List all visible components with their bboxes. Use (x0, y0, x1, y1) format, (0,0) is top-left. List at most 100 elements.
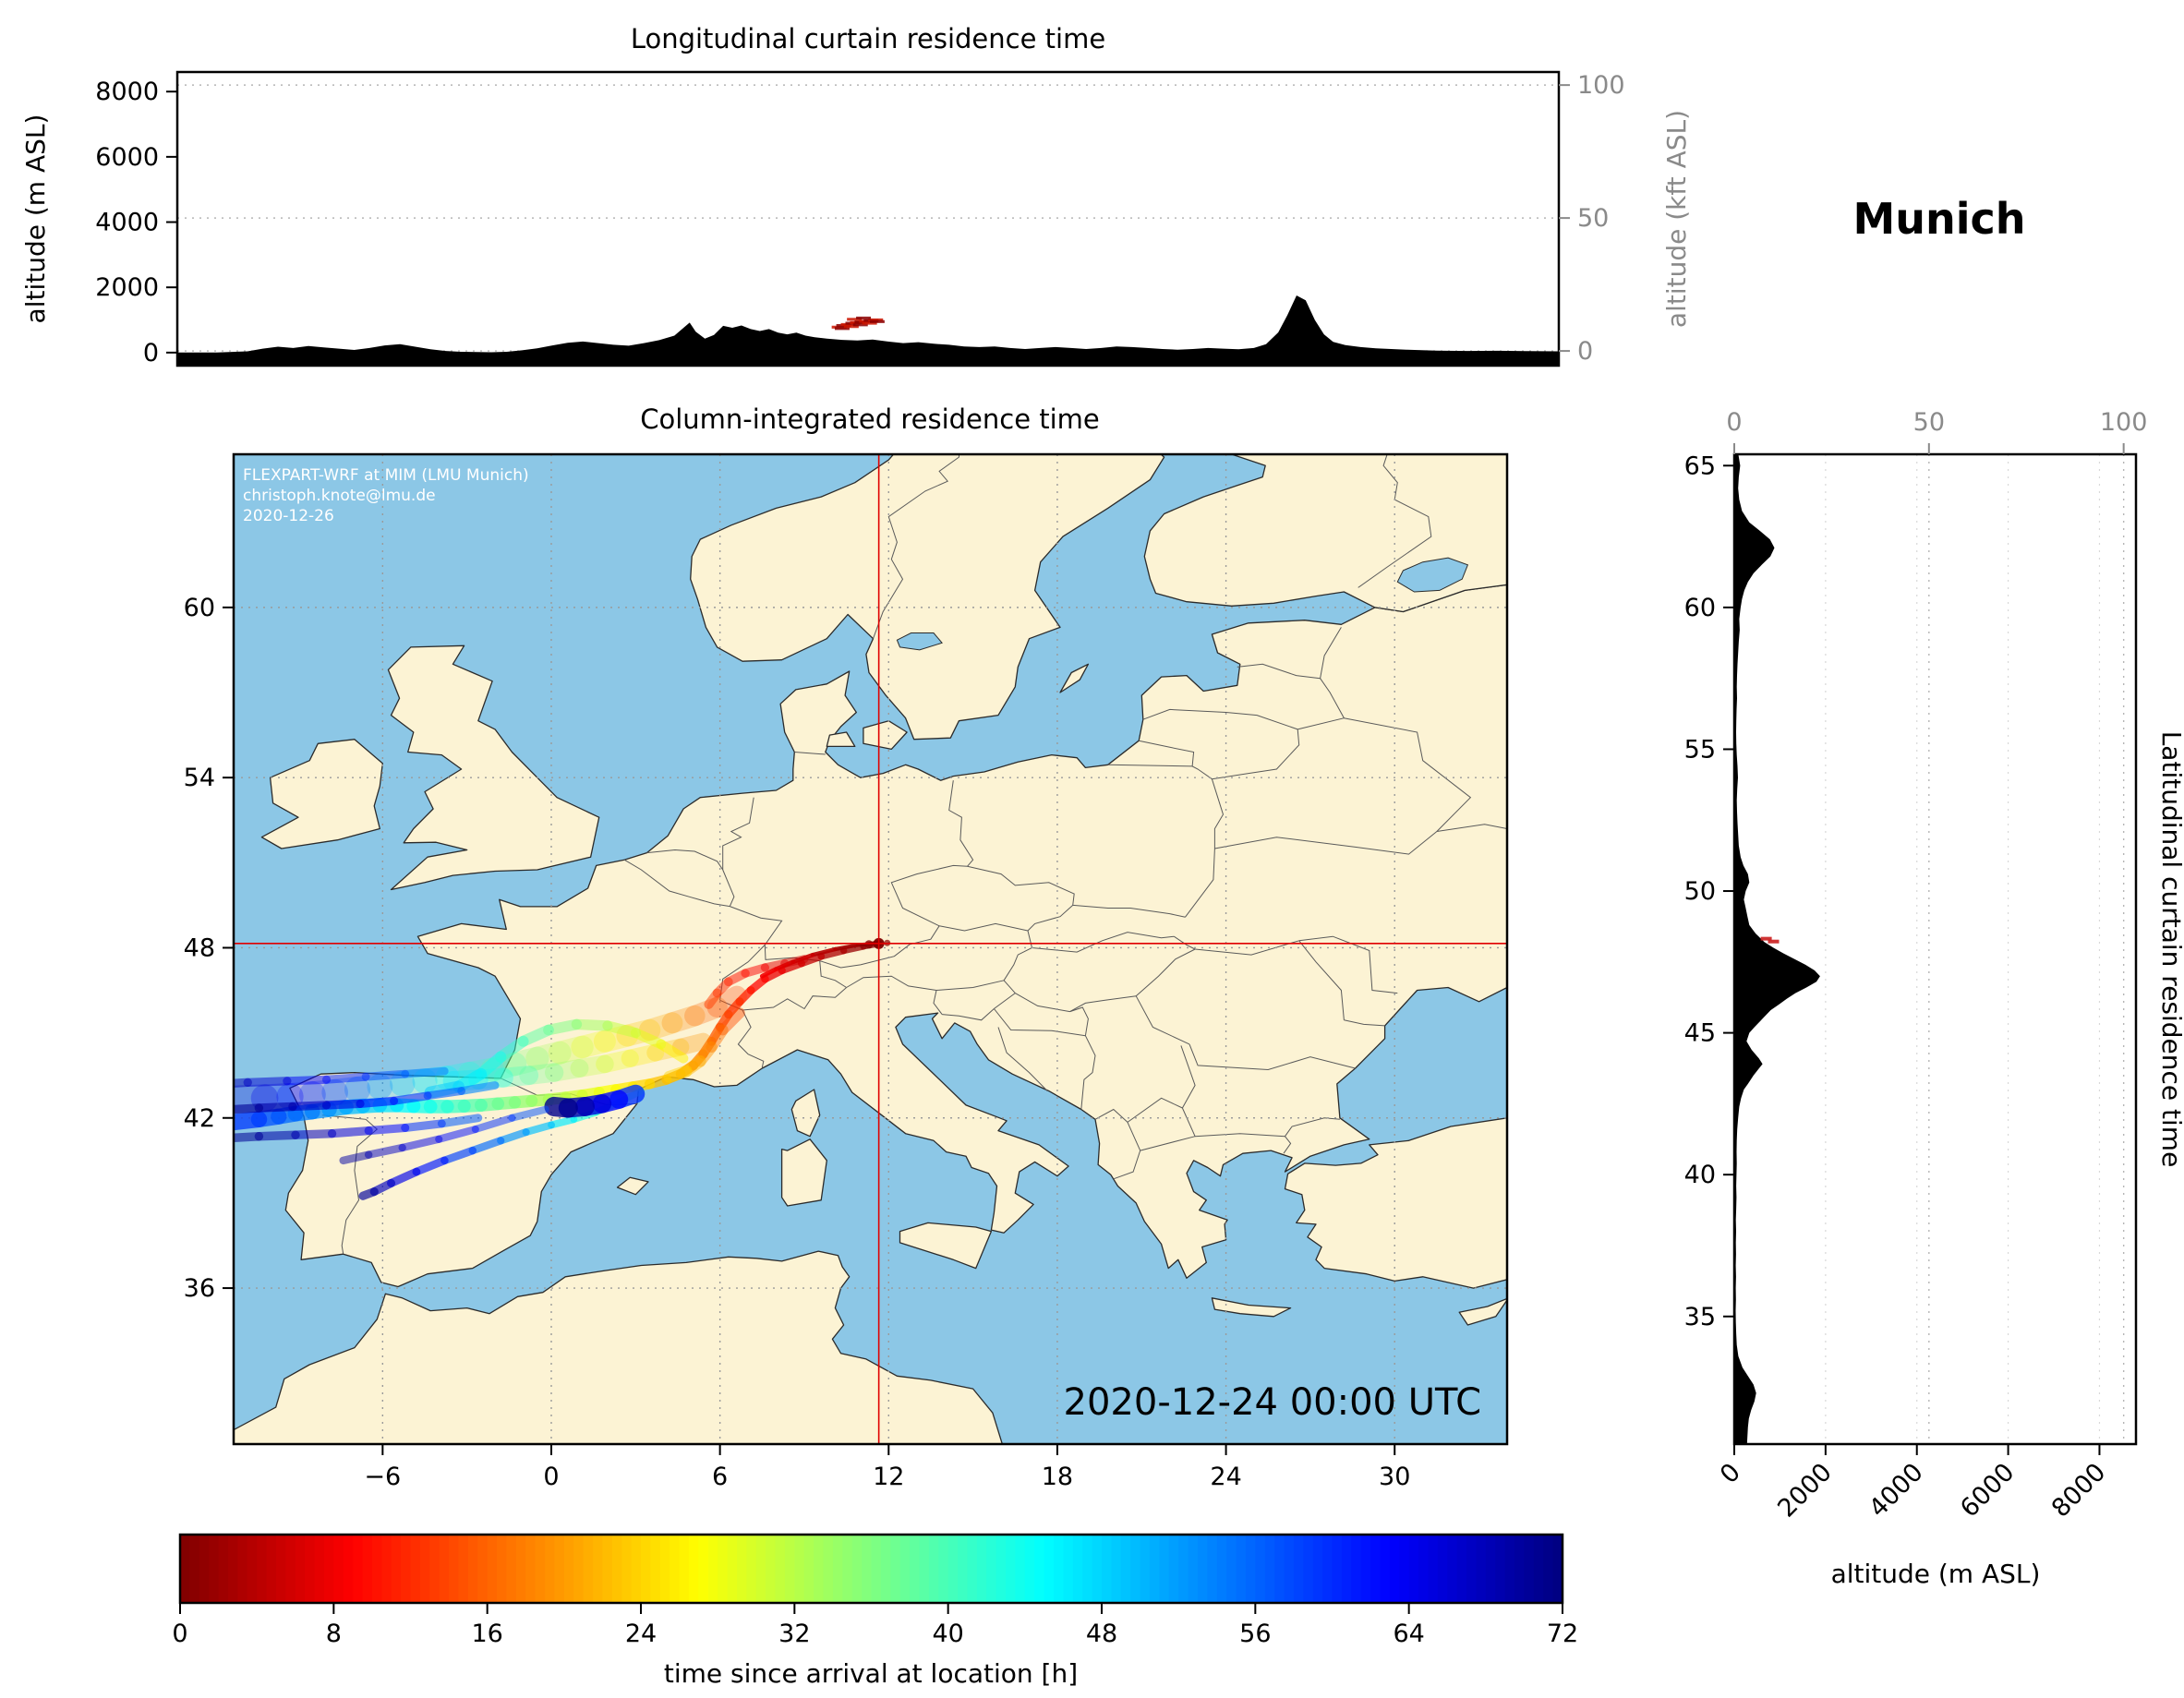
country-border (942, 993, 1016, 1021)
trajectory-segment (321, 1072, 370, 1084)
colorbar-segment (371, 1535, 383, 1603)
trajectory-segment (412, 1066, 460, 1094)
landmass-north-africa (234, 1250, 1004, 1444)
colorbar-segment (1476, 1535, 1487, 1603)
colorbar-segment (1303, 1535, 1314, 1603)
landmass-cyprus (1458, 1297, 1507, 1326)
trajectory-segment (390, 1091, 432, 1105)
trajectory-segment (704, 988, 722, 1009)
trajectory-segment (621, 1043, 665, 1067)
colorbar-segment (257, 1535, 268, 1603)
longitudinal-curtain-panel: 0 2000 4000 6000 8000 0 50 100 (95, 70, 1625, 367)
country-border (1094, 1108, 1128, 1123)
alt-tick-label: 0 (1715, 1458, 1746, 1489)
colorbar-segment (784, 1535, 796, 1603)
trajectory-segment (234, 1084, 279, 1114)
colorbar-segment (1197, 1535, 1209, 1603)
landmass-funen (826, 731, 856, 748)
trajectory-segment (593, 1024, 639, 1053)
colorbar-segment (1418, 1535, 1430, 1603)
trajectory-segment (717, 1007, 745, 1036)
trajectory-segment (468, 1137, 505, 1155)
colorbar-segment (707, 1535, 718, 1603)
trajectory-swath (234, 937, 891, 1200)
country-border (890, 864, 968, 927)
colorbar-segment (1370, 1535, 1382, 1603)
trajectory-segment (519, 1063, 564, 1085)
colorbar-segment (381, 1535, 392, 1603)
country-border (1113, 1150, 1141, 1180)
landmass-sicily (899, 1222, 993, 1270)
colorbar-segment (679, 1535, 690, 1603)
map-panel-title: Column-integrated residence time (640, 403, 1100, 435)
landmass-gotland (1059, 663, 1090, 693)
trajectory-segment (254, 1130, 300, 1141)
colorbar-segment (525, 1535, 537, 1603)
landmass-zealand (863, 720, 908, 751)
colorbar-segment (967, 1535, 978, 1603)
terrain-profile-longitudinal (177, 295, 1559, 366)
country-border (948, 780, 974, 867)
colorbar-tick-label: 0 (172, 1620, 187, 1648)
colorbar-segment (986, 1535, 997, 1603)
colorbar-segment (1072, 1535, 1084, 1603)
colorbar-segment (871, 1535, 882, 1603)
colorbar-segment (218, 1535, 229, 1603)
lat-tick-label: 60 (1684, 594, 1716, 622)
trajectory-segment (638, 1012, 683, 1042)
colorbar-segment (295, 1535, 306, 1603)
country-border (1436, 824, 1507, 832)
colorbar-segment (1015, 1535, 1026, 1603)
lat-tick-label: 42 (184, 1104, 215, 1133)
colorbar-segment (736, 1535, 748, 1603)
colorbar-segment (958, 1535, 969, 1603)
colorbar-segment (851, 1535, 863, 1603)
trajectory-segment (663, 1065, 693, 1083)
country-border (1140, 1133, 1285, 1151)
trajectory-segment (522, 1121, 555, 1137)
country-border (1135, 995, 1190, 1045)
country-border (1214, 831, 1438, 855)
colorbar-segment (823, 1535, 834, 1603)
terrain-profile-latitudinal (1734, 454, 1820, 1444)
country-border (1357, 454, 1432, 588)
trajectory-segment (508, 1105, 549, 1122)
colorbar-segment (1466, 1535, 1478, 1603)
lat-tick-label: 55 (1684, 735, 1716, 764)
colorbar-segment (1063, 1535, 1074, 1603)
colorbar-segment (718, 1535, 729, 1603)
country-border (994, 1008, 1086, 1037)
colorbar-segment (1552, 1535, 1563, 1603)
country-border (1344, 717, 1472, 832)
colorbar-segment (1543, 1535, 1554, 1603)
colorbar-segment (1524, 1535, 1535, 1603)
colorbar-segment (391, 1535, 402, 1603)
country-border (1195, 940, 1299, 956)
trajectory-segment (435, 1125, 479, 1143)
trajectory-segment (288, 1101, 332, 1112)
trajectory-segment (480, 1052, 527, 1082)
colorbar-segment (247, 1535, 258, 1603)
map-clipped-content (234, 454, 1507, 1444)
country-border (933, 990, 943, 1015)
lat-tick-label: 65 (1684, 452, 1716, 480)
colorbar-tick-label: 8 (326, 1620, 342, 1648)
trajectory-segment (390, 1068, 438, 1097)
alt-tick-label: 4000 (95, 209, 159, 237)
trajectory-segment (680, 1055, 706, 1078)
colorbar-segment (775, 1535, 786, 1603)
trajectory-segment (367, 1071, 416, 1100)
lat-tick-label: 36 (184, 1274, 215, 1303)
lat-tick-label: 48 (184, 933, 215, 962)
country-border (737, 1009, 765, 1068)
colorbar-segment (362, 1535, 373, 1603)
colorbar-segment (1140, 1535, 1151, 1603)
trajectory-segment (291, 1128, 337, 1139)
colorbar-segment (698, 1535, 709, 1603)
colorbar-segment (285, 1535, 296, 1603)
country-border (1027, 905, 1074, 932)
right-panel-xlabel: altitude (m ASL) (1831, 1559, 2041, 1589)
colorbar-segment (343, 1535, 354, 1603)
country-border (1107, 764, 1213, 780)
